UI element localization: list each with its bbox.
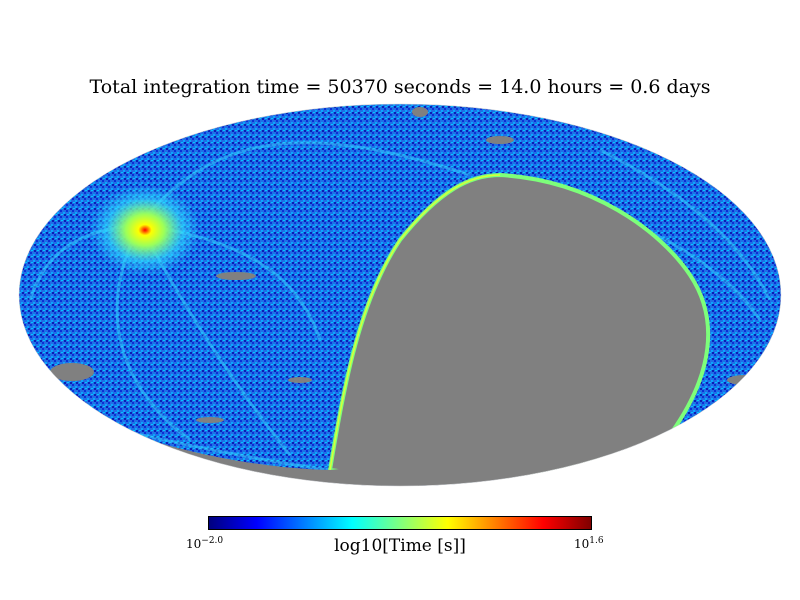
colorbar-gradient [209,517,591,529]
masked-region-edge [329,174,501,471]
plot-title: Total integration time = 50370 seconds =… [89,76,711,98]
sky-coverage [19,104,781,486]
colorbar-label: log10[Time [s]] [334,536,466,556]
colorbar [208,516,592,530]
colorbar-min-label: 10−2.0 [186,536,224,551]
colorbar-max-label: 101.6 [574,536,604,551]
map-outline [18,103,782,487]
exposure-hotspot [90,185,200,275]
